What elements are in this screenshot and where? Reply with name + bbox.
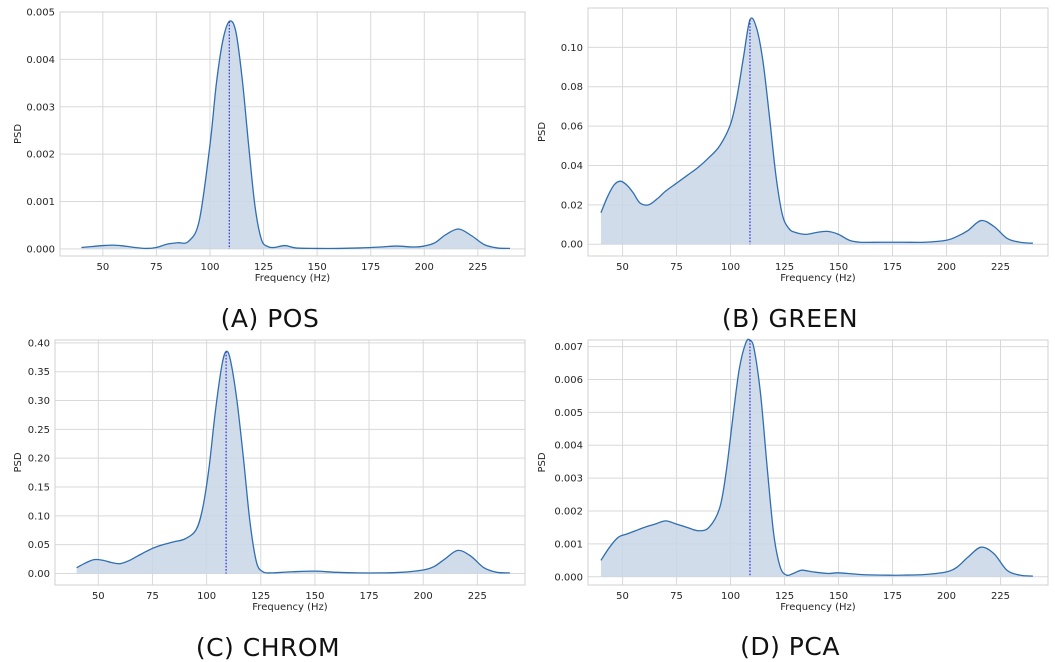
x-tick-label: 150 xyxy=(305,591,324,602)
y-tick-label: 0.05 xyxy=(28,540,50,551)
y-tick-label: 0.000 xyxy=(26,244,55,255)
chart-panel-4: 50 75 100 125 150 175 200 225 0.000 0.001 0.002 0.0… xyxy=(537,338,1049,661)
plot-frame xyxy=(587,7,1049,257)
x-tick-label: 125 xyxy=(254,262,273,273)
y-tick-label: 0.001 xyxy=(554,539,583,550)
y-tick-label: 0.004 xyxy=(26,55,55,66)
x-tick-label: 225 xyxy=(468,591,487,602)
panel-caption: (B) GREEN xyxy=(722,304,858,333)
plot-frame xyxy=(587,339,1049,586)
y-tick-label: 0.35 xyxy=(28,367,50,378)
chart-panel-1: 50 75 100 125 150 175 200 225 0.000 0.001 0.002 0.0… xyxy=(13,8,526,333)
grid-lines xyxy=(55,340,525,585)
y-tick-label: 0.40 xyxy=(28,338,50,349)
panel-caption: (D) PCA xyxy=(740,632,840,661)
psd-line xyxy=(76,350,510,574)
x-tick-label: 175 xyxy=(361,262,380,273)
panel-caption: (A) POS xyxy=(221,304,320,333)
y-tick-label: 0.10 xyxy=(561,43,583,54)
y-axis-label: PSD xyxy=(537,452,548,472)
y-tick-label: 0.00 xyxy=(28,569,50,580)
chart-panel-3: 50 75 100 125 150 175 200 225 0.00 0.05 0.10 0.15 0.… xyxy=(13,338,526,662)
y-tick-label: 0.003 xyxy=(554,474,583,485)
y-tick-label: 0.25 xyxy=(28,425,50,436)
x-tick-label: 100 xyxy=(721,262,740,273)
x-tick-label: 100 xyxy=(200,262,219,273)
y-tick-label: 0.06 xyxy=(561,122,583,133)
y-tick-label: 0.006 xyxy=(554,375,583,386)
grid-lines xyxy=(588,8,1048,256)
y-tick-label: 0.20 xyxy=(28,454,50,465)
grid-lines xyxy=(588,340,1048,585)
y-axis-label: PSD xyxy=(13,124,24,144)
psd-line xyxy=(600,17,1033,244)
x-tick-label: 50 xyxy=(92,591,105,602)
y-tick-label: 0.02 xyxy=(561,200,583,211)
x-tick-label: 75 xyxy=(146,591,159,602)
y-axis-label: PSD xyxy=(13,452,24,472)
x-axis-label: Frequency (Hz) xyxy=(780,273,856,284)
y-tick-label: 0.00 xyxy=(561,240,583,251)
psd-line xyxy=(81,20,511,250)
x-tick-label: 125 xyxy=(775,262,794,273)
x-axis-label: Frequency (Hz) xyxy=(252,602,328,613)
y-tick-label: 0.005 xyxy=(554,408,583,419)
x-tick-label: 100 xyxy=(721,591,740,602)
x-tick-label: 50 xyxy=(96,262,109,273)
plot-frame xyxy=(54,339,526,586)
psd-area xyxy=(600,17,1033,245)
x-tick-label: 75 xyxy=(670,591,683,602)
y-tick-label: 0.007 xyxy=(554,342,583,353)
y-tick-label: 0.000 xyxy=(554,572,583,583)
x-tick-label: 125 xyxy=(775,591,794,602)
psd-line xyxy=(600,338,1033,577)
x-axis-label: Frequency (Hz) xyxy=(255,273,331,284)
x-tick-label: 175 xyxy=(360,591,379,602)
x-tick-label: 175 xyxy=(883,262,902,273)
x-tick-label: 150 xyxy=(308,262,327,273)
y-axis-label: PSD xyxy=(537,122,548,142)
x-tick-label: 75 xyxy=(670,262,683,273)
x-tick-label: 150 xyxy=(829,262,848,273)
psd-area xyxy=(81,20,511,249)
x-tick-label: 50 xyxy=(616,262,629,273)
y-tick-label: 0.002 xyxy=(554,507,583,518)
x-tick-label: 200 xyxy=(415,262,434,273)
x-tick-label: 200 xyxy=(937,591,956,602)
y-tick-label: 0.04 xyxy=(561,161,583,172)
y-tick-label: 0.003 xyxy=(26,102,55,113)
x-tick-label: 175 xyxy=(883,591,902,602)
y-tick-label: 0.005 xyxy=(26,8,55,19)
psd-area xyxy=(600,339,1033,577)
x-tick-label: 200 xyxy=(937,262,956,273)
x-tick-label: 225 xyxy=(991,591,1010,602)
psd-area xyxy=(76,351,510,574)
plot-frame xyxy=(59,11,526,257)
y-tick-label: 0.002 xyxy=(26,150,55,161)
x-tick-label: 150 xyxy=(829,591,848,602)
x-tick-label: 100 xyxy=(197,591,216,602)
x-tick-label: 200 xyxy=(414,591,433,602)
y-tick-label: 0.08 xyxy=(561,82,583,93)
x-axis-label: Frequency (Hz) xyxy=(780,602,856,613)
x-tick-label: 50 xyxy=(616,591,629,602)
y-tick-label: 0.001 xyxy=(26,197,55,208)
x-tick-label: 225 xyxy=(991,262,1010,273)
y-tick-label: 0.30 xyxy=(28,396,50,407)
y-tick-label: 0.10 xyxy=(28,511,50,522)
panel-caption: (C) CHROM xyxy=(196,633,340,662)
y-tick-label: 0.15 xyxy=(28,483,50,494)
x-tick-label: 125 xyxy=(251,591,270,602)
chart-panel-2: 50 75 100 125 150 175 200 225 0.00 0.02 0.04 0.06 0.… xyxy=(537,7,1049,333)
x-tick-label: 75 xyxy=(150,262,163,273)
grid-lines xyxy=(60,11,525,256)
y-tick-label: 0.004 xyxy=(554,441,583,452)
x-tick-label: 225 xyxy=(468,262,487,273)
